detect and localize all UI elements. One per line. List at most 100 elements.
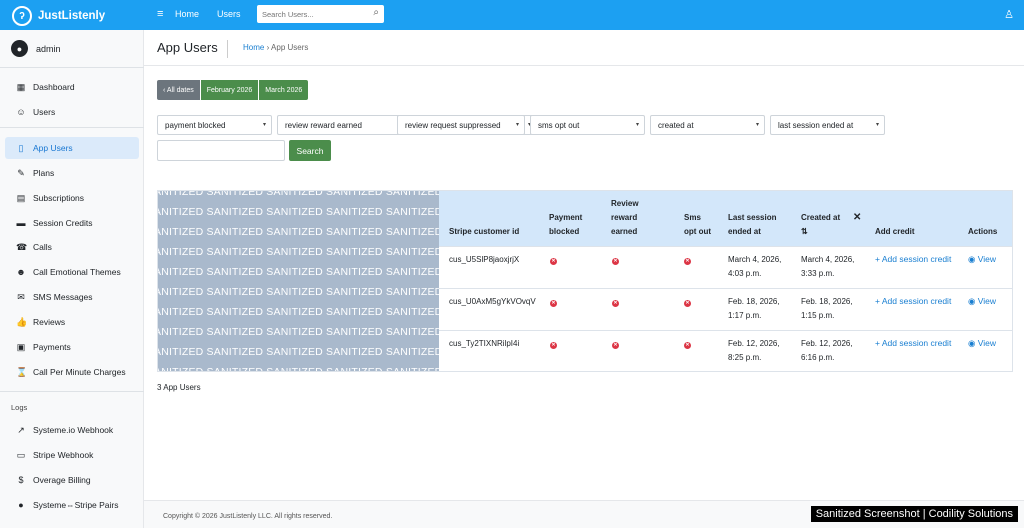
sidebar-item-session-credits[interactable]: ▬ Session Credits bbox=[5, 212, 139, 234]
sanitized-line: ANITIZED SANITIZED SANITIZED SANITIZED S… bbox=[158, 366, 439, 372]
user-profile-icon[interactable]: ♙ bbox=[1004, 9, 1014, 21]
sidebar-item-subscriptions[interactable]: ▤ Subscriptions bbox=[5, 187, 139, 209]
sidebar-item-sms-messages[interactable]: ✉ SMS Messages bbox=[5, 286, 139, 308]
false-icon: ✕ bbox=[684, 258, 691, 265]
clear-sort-icon[interactable]: ✕ bbox=[853, 212, 862, 223]
sidebar-item-payments[interactable]: ▣ Payments bbox=[5, 336, 139, 358]
column-header-customer-id[interactable]: Stripe customer id bbox=[449, 227, 520, 236]
sidebar-item-calls[interactable]: ☎ Calls bbox=[5, 236, 139, 258]
top-search-input[interactable] bbox=[257, 5, 362, 23]
view-link[interactable]: ◉ View bbox=[968, 296, 997, 306]
date-line: Feb. 18, 2026, bbox=[801, 297, 853, 306]
customer-id-cell: cus_Ty2TIXNRilpI4i bbox=[449, 339, 520, 348]
filter-created-at[interactable]: created at ▾ bbox=[650, 115, 765, 135]
add-session-credit-link[interactable]: + Add session credit bbox=[875, 338, 952, 348]
february-2026-button[interactable]: February 2026 bbox=[200, 80, 259, 100]
sidebar: ● admin ▦ Dashboard ☺ Users ▯ App Users ✎ Pl… bbox=[0, 30, 144, 528]
add-session-credit-link[interactable]: + Add session credit bbox=[875, 296, 952, 306]
card-icon: ▭ bbox=[16, 449, 26, 460]
watermark-label: Sanitized Screenshot | Codility Solution… bbox=[810, 506, 1018, 522]
header-line: blocked bbox=[549, 227, 580, 236]
sanitized-line: ANITIZED SANITIZED SANITIZED SANITIZED S… bbox=[158, 346, 439, 358]
sidebar-item-label: Session Credits bbox=[33, 218, 93, 228]
column-header-payment-blocked[interactable]: Payment blocked bbox=[549, 211, 582, 239]
column-header-last-session[interactable]: Last session ended at bbox=[728, 211, 776, 239]
hamburger-menu-icon[interactable]: ≡ bbox=[157, 8, 164, 20]
false-icon: ✕ bbox=[684, 300, 691, 307]
filter-label: payment blocked bbox=[165, 120, 226, 130]
sidebar-item-systeme-stripe-pairs[interactable]: ● Systeme⇔Stripe Pairs bbox=[5, 494, 139, 516]
brand-name: JustListenly bbox=[38, 10, 106, 22]
payments-icon: ▣ bbox=[16, 341, 26, 352]
header-line: Sms bbox=[684, 213, 701, 222]
sidebar-item-overage-billing[interactable]: $ Overage Billing bbox=[5, 469, 139, 491]
table-row: cus_U5SlP8jaoxjrjX ✕ ✕ ✕ March 4, 2026, 4… bbox=[439, 246, 1012, 288]
header-divider bbox=[144, 65, 1024, 66]
copyright-text: Copyright © 2026 JustListenly LLC. All r… bbox=[163, 513, 333, 520]
column-header-actions: Actions bbox=[968, 227, 998, 236]
sidebar-item-label: Call Emotional Themes bbox=[33, 267, 121, 277]
created-at-cell: March 4, 2026, 3:33 p.m. bbox=[801, 253, 854, 281]
dashboard-icon: ▦ bbox=[16, 81, 26, 92]
sidebar-item-call-emotional-themes[interactable]: ☻ Call Emotional Themes bbox=[5, 261, 139, 283]
sanitized-line: ANITIZED SANITIZED SANITIZED SANITIZED S… bbox=[158, 286, 439, 298]
sidebar-item-call-per-minute-charges[interactable]: ⌛ Call Per Minute Charges bbox=[5, 361, 139, 383]
chevron-down-icon: ▾ bbox=[755, 122, 759, 128]
time-line: 1:17 p.m. bbox=[728, 311, 762, 320]
table-row: cus_Ty2TIXNRilpI4i ✕ ✕ ✕ Feb. 12, 2026, 8… bbox=[439, 330, 1012, 371]
header-line: ended at bbox=[728, 227, 761, 236]
sidebar-item-label: Stripe Webhook bbox=[33, 450, 94, 460]
search-input[interactable] bbox=[157, 140, 285, 161]
chevron-down-icon: ▾ bbox=[262, 122, 266, 128]
header-line: Last session bbox=[728, 213, 777, 222]
column-header-sms-opt-out[interactable]: Sms opt out bbox=[684, 211, 711, 239]
column-header-review-reward[interactable]: Review reward earned bbox=[611, 197, 639, 239]
sidebar-item-label: Payments bbox=[33, 342, 71, 352]
nav-link-users[interactable]: Users bbox=[217, 9, 241, 19]
false-icon: ✕ bbox=[550, 300, 557, 307]
search-button[interactable]: Search bbox=[289, 140, 331, 161]
date-line: Feb. 12, 2026, bbox=[801, 339, 853, 348]
sanitized-line: ANITIZED SANITIZED SANITIZED SANITIZED S… bbox=[158, 326, 439, 338]
sidebar-item-dashboard[interactable]: ▦ Dashboard bbox=[5, 76, 139, 98]
add-session-credit-link[interactable]: + Add session credit bbox=[875, 254, 952, 264]
filter-sms-opt-out[interactable]: sms opt out ▾ bbox=[530, 115, 645, 135]
march-2026-button[interactable]: March 2026 bbox=[259, 80, 309, 100]
false-icon: ✕ bbox=[684, 342, 691, 349]
view-link[interactable]: ◉ View bbox=[968, 338, 997, 348]
view-link[interactable]: ◉ View bbox=[968, 254, 997, 264]
sidebar-divider bbox=[0, 67, 144, 68]
column-header-created-at[interactable]: Created at ⇅ bbox=[801, 211, 840, 239]
sidebar-item-stripe-webhook[interactable]: ▭ Stripe Webhook bbox=[5, 444, 139, 466]
sidebar-item-label: Systeme⇔Stripe Pairs bbox=[33, 500, 119, 510]
all-dates-button[interactable]: ‹ All dates bbox=[157, 80, 200, 100]
sidebar-item-users[interactable]: ☺ Users bbox=[5, 101, 139, 123]
logs-section-label: Logs bbox=[11, 403, 28, 412]
app-users-table: ANITIZED SANITIZED SANITIZED SANITIZED S… bbox=[157, 190, 1013, 372]
last-session-cell: Feb. 18, 2026, 1:17 p.m. bbox=[728, 295, 780, 323]
breadcrumb-home-link[interactable]: Home bbox=[243, 43, 265, 52]
sidebar-item-label: Overage Billing bbox=[33, 475, 91, 485]
sidebar-item-label: Users bbox=[33, 107, 56, 117]
nav-link-home[interactable]: Home bbox=[175, 9, 200, 19]
breadcrumb-current: App Users bbox=[271, 43, 309, 52]
false-icon: ✕ bbox=[612, 300, 619, 307]
sidebar-item-label: SMS Messages bbox=[33, 292, 93, 302]
search-icon[interactable]: ⌕ bbox=[373, 7, 379, 18]
last-session-cell: Feb. 12, 2026, 8:25 p.m. bbox=[728, 337, 780, 365]
title-separator bbox=[227, 40, 228, 58]
filter-last-session-ended-at[interactable]: last session ended at ▾ bbox=[770, 115, 885, 135]
header-line: Payment bbox=[549, 213, 583, 222]
phone-icon: ☎ bbox=[16, 241, 28, 252]
brand[interactable]: ʔ JustListenly bbox=[12, 6, 105, 26]
sidebar-item-systeme-webhook[interactable]: ↗ Systeme.io Webhook bbox=[5, 419, 139, 441]
created-at-cell: Feb. 18, 2026, 1:15 p.m. bbox=[801, 295, 853, 323]
sidebar-item-reviews[interactable]: 👍 Reviews bbox=[5, 311, 139, 333]
sidebar-item-label: Dashboard bbox=[33, 82, 75, 92]
filter-review-request-suppressed[interactable]: review request suppressed ▾ bbox=[397, 115, 525, 135]
sidebar-item-app-users[interactable]: ▯ App Users bbox=[5, 137, 139, 159]
sidebar-item-plans[interactable]: ✎ Plans bbox=[5, 162, 139, 184]
sort-icon[interactable]: ⇅ bbox=[801, 227, 808, 236]
plans-icon: ✎ bbox=[17, 167, 25, 178]
filter-payment-blocked[interactable]: payment blocked ▾ bbox=[157, 115, 272, 135]
